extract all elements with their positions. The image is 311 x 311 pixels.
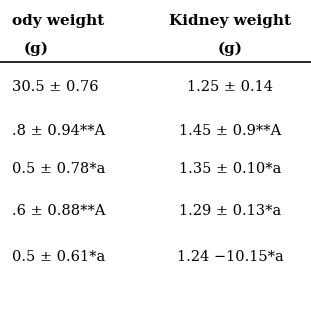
Text: Kidney weight: Kidney weight: [169, 14, 291, 28]
Text: .8 ± 0.94**A: .8 ± 0.94**A: [12, 123, 106, 138]
Text: 0.5 ± 0.78*a: 0.5 ± 0.78*a: [12, 162, 106, 177]
Text: 30.5 ± 0.76: 30.5 ± 0.76: [12, 80, 99, 94]
Text: 1.25 ± 0.14: 1.25 ± 0.14: [187, 80, 273, 94]
Text: (g): (g): [23, 42, 48, 56]
Text: 0.5 ± 0.61*a: 0.5 ± 0.61*a: [12, 249, 106, 264]
Text: 1.45 ± 0.9**A: 1.45 ± 0.9**A: [179, 123, 281, 138]
Text: (g): (g): [218, 42, 243, 56]
Text: .6 ± 0.88**A: .6 ± 0.88**A: [12, 204, 106, 219]
Text: ody weight: ody weight: [12, 14, 105, 28]
Text: 1.24 −10.15*a: 1.24 −10.15*a: [177, 249, 284, 264]
Text: 1.29 ± 0.13*a: 1.29 ± 0.13*a: [179, 204, 281, 219]
Text: 1.35 ± 0.10*a: 1.35 ± 0.10*a: [179, 162, 281, 177]
